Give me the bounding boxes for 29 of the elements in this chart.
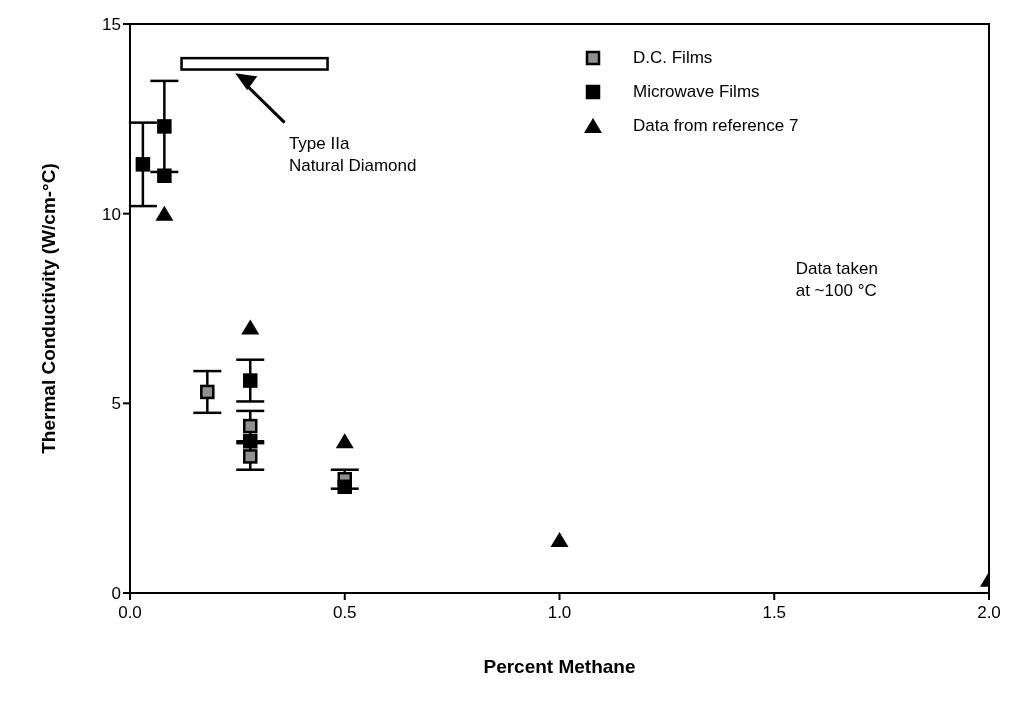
legend-label: D.C. Films [633,48,713,68]
y-tick-label: 10 [102,204,121,224]
point [200,384,215,400]
point [157,168,172,183]
point [550,531,569,547]
point [241,319,260,335]
point [243,418,258,434]
legend-label: Microwave Films [633,82,760,102]
point [335,433,354,449]
x-tick-label: 0.5 [332,603,357,623]
annotation: Type IIa Natural Diamond [288,134,417,176]
point [243,373,258,388]
y-tick-label: 15 [102,15,121,35]
legend-label: Data from reference 7 [633,116,799,136]
y-tick-label: 5 [111,394,121,414]
point [337,479,352,495]
y-tick-label: 0 [111,584,121,604]
x-tick-label: 1.5 [762,603,787,623]
x-tick-label: 0.0 [118,603,142,623]
x-tick-label: 2.0 [977,603,1001,623]
point [243,449,258,464]
point [243,434,258,449]
annotation: Data taken at ~100 °C [795,259,878,301]
point [157,119,172,134]
y-axis-title: Thermal Conductivity (W/cm-°C) [37,163,59,454]
x-axis-title: Percent Methane [483,656,636,677]
point [155,205,174,221]
x-tick-label: 1.0 [547,603,572,623]
point [135,157,151,172]
